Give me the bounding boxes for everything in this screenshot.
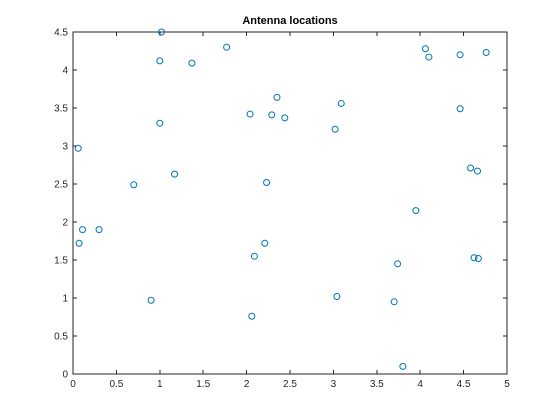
x-axis: 0 0.5 1 1.5 2 2.5 3 3.5 4 4.5 5: [70, 32, 510, 390]
data-point: [130, 181, 138, 189]
data-point: [473, 167, 481, 175]
data-point: [74, 144, 82, 152]
y-tick-label: 2: [62, 218, 68, 229]
data-point: [95, 226, 103, 234]
y-tick-label: 3: [62, 142, 68, 153]
data-point: [390, 298, 398, 306]
x-tick-label: 3: [331, 379, 337, 390]
x-tick-label: 1: [157, 379, 163, 390]
x-tick-label: 4: [417, 379, 423, 390]
y-tick-label: 3.5: [54, 104, 68, 115]
data-point: [188, 59, 196, 67]
data-point: [273, 93, 281, 101]
x-tick-label: 5: [504, 379, 510, 390]
x-tick-label: 4.5: [457, 379, 471, 390]
data-point: [482, 49, 490, 57]
data-point: [394, 260, 402, 268]
y-axis: 0 0.5 1 1.5 2 2.5 3 3.5 4 4.5: [54, 28, 507, 381]
data-point: [246, 110, 254, 118]
data-point: [171, 170, 179, 178]
y-tick-label: 4: [62, 66, 68, 77]
x-tick-label: 2: [244, 379, 250, 390]
data-point: [79, 226, 87, 234]
y-tick-label: 1: [62, 294, 68, 305]
data-point: [421, 45, 429, 53]
data-point: [470, 254, 478, 262]
data-point: [156, 57, 164, 65]
y-tick-label: 2.5: [54, 180, 68, 191]
y-tick-label: 0: [62, 370, 68, 381]
data-point: [331, 125, 339, 133]
x-tick-label: 3.5: [370, 379, 384, 390]
data-point: [467, 164, 475, 172]
data-point: [281, 114, 289, 122]
y-tick-label: 4.5: [54, 28, 68, 39]
data-point: [337, 99, 345, 107]
data-point: [156, 119, 164, 127]
x-tick-label: 2.5: [283, 379, 297, 390]
data-points: [74, 28, 490, 370]
y-tick-label: 0.5: [54, 332, 68, 343]
chart-title: Antenna locations: [242, 15, 337, 27]
data-point: [223, 43, 231, 51]
x-tick-label: 0: [70, 379, 76, 390]
data-point: [474, 254, 482, 262]
data-point: [75, 239, 83, 247]
data-point: [412, 207, 420, 215]
x-tick-label: 1.5: [196, 379, 210, 390]
data-point: [425, 53, 433, 61]
data-point: [456, 51, 464, 59]
y-tick-label: 1.5: [54, 256, 68, 267]
data-point: [399, 362, 407, 370]
data-point: [158, 28, 166, 36]
plot-area: [72, 31, 508, 375]
data-point: [456, 105, 464, 113]
data-point: [333, 292, 341, 300]
data-point: [261, 239, 269, 247]
data-point: [248, 312, 256, 320]
data-point: [250, 252, 258, 260]
x-tick-label: 0.5: [109, 379, 123, 390]
data-point: [263, 178, 271, 186]
data-point: [147, 296, 155, 304]
data-point: [268, 111, 276, 119]
